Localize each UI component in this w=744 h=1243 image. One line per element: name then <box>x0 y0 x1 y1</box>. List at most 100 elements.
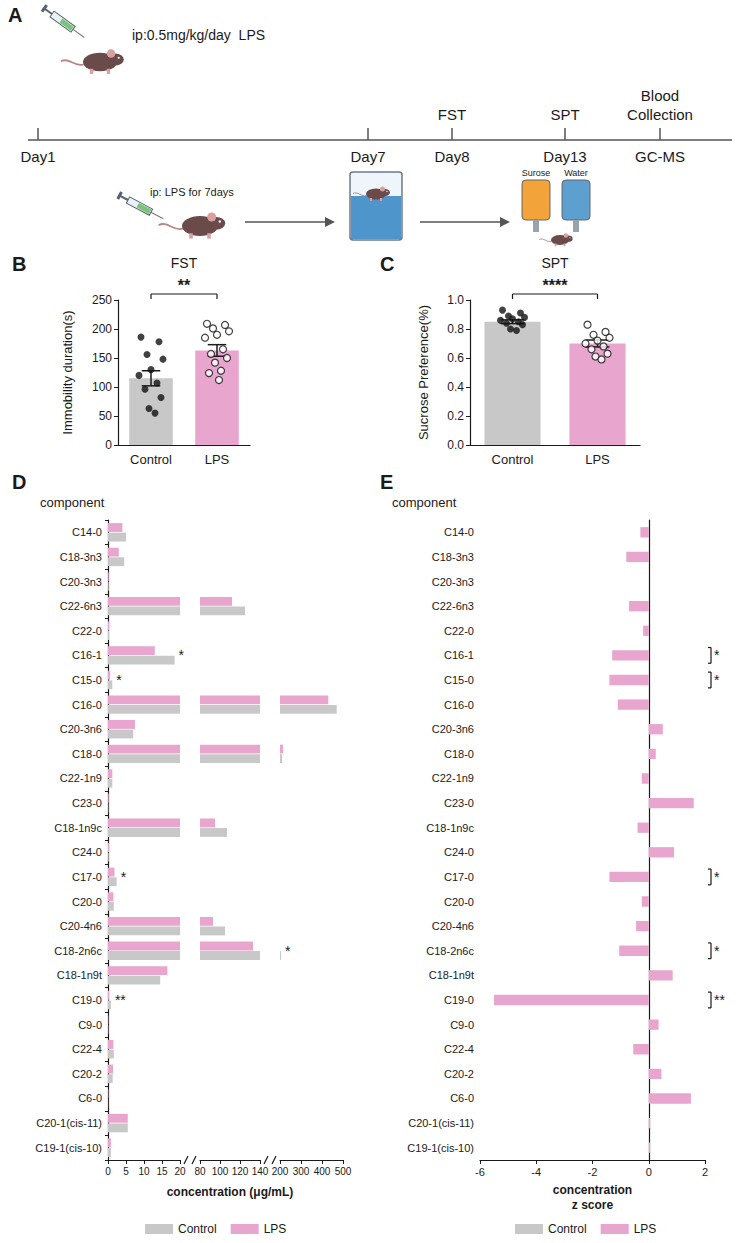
svg-text:z score: z score <box>572 1198 614 1212</box>
svg-text:80: 80 <box>194 1166 206 1177</box>
svg-text:C19-1(cis-10): C19-1(cis-10) <box>35 1142 102 1154</box>
svg-text:Control: Control <box>130 452 172 467</box>
svg-text:300: 300 <box>293 1166 310 1177</box>
svg-text:C20-3n6: C20-3n6 <box>432 723 474 735</box>
svg-text:5: 5 <box>123 1166 129 1177</box>
svg-text:SPT: SPT <box>541 255 569 271</box>
svg-text:2: 2 <box>702 1166 708 1178</box>
svg-text:*: * <box>714 943 720 959</box>
svg-text:C14-0: C14-0 <box>444 526 474 538</box>
svg-text:Blood: Blood <box>641 87 679 104</box>
svg-text:500: 500 <box>335 1166 352 1177</box>
svg-text:concentration (μg/mL): concentration (μg/mL) <box>167 1185 294 1199</box>
svg-text:C22-4: C22-4 <box>72 1043 102 1055</box>
svg-text:C15-0: C15-0 <box>72 674 102 686</box>
svg-text:200: 200 <box>272 1166 289 1177</box>
svg-text:C16-1: C16-1 <box>72 649 102 661</box>
svg-text:C18-0: C18-0 <box>444 748 474 760</box>
svg-text:C24-0: C24-0 <box>444 846 474 858</box>
svg-text:Control: Control <box>492 452 534 467</box>
svg-text:Day1: Day1 <box>20 148 55 165</box>
svg-text:C20-1(cis-11): C20-1(cis-11) <box>408 1117 474 1129</box>
svg-text:0.8: 0.8 <box>447 322 464 336</box>
svg-text:C18-1n9t: C18-1n9t <box>57 969 102 981</box>
svg-text:Day7: Day7 <box>350 148 385 165</box>
svg-text:component: component <box>40 495 105 510</box>
svg-text:C22-1n9: C22-1n9 <box>60 772 102 784</box>
svg-text:Day13: Day13 <box>543 148 586 165</box>
svg-text:C14-0: C14-0 <box>72 526 102 538</box>
svg-text:C20-0: C20-0 <box>72 896 102 908</box>
svg-text:Immobility duration(s): Immobility duration(s) <box>60 310 75 434</box>
svg-text:C22-0: C22-0 <box>444 625 474 637</box>
svg-text:C9-0: C9-0 <box>450 1019 474 1031</box>
svg-text:120: 120 <box>232 1166 249 1177</box>
svg-text:*: * <box>714 869 720 885</box>
svg-text:GC-MS: GC-MS <box>635 148 685 165</box>
svg-text:*: * <box>714 647 720 663</box>
svg-text:C6-0: C6-0 <box>78 1092 102 1104</box>
svg-text:FST: FST <box>171 255 198 271</box>
svg-text:Day8: Day8 <box>434 148 469 165</box>
svg-text:LPS: LPS <box>205 452 230 467</box>
svg-text:C22-4: C22-4 <box>444 1043 474 1055</box>
svg-text:C18-2n6c: C18-2n6c <box>426 945 474 957</box>
svg-text:concentration: concentration <box>553 1183 632 1197</box>
svg-text:C20-2: C20-2 <box>444 1068 474 1080</box>
svg-text:C20-3n3: C20-3n3 <box>60 576 102 588</box>
svg-text:0.2: 0.2 <box>447 409 464 423</box>
svg-text:**: ** <box>178 277 191 294</box>
svg-text:C18-2n6c: C18-2n6c <box>54 945 102 957</box>
svg-text:C19-0: C19-0 <box>444 994 474 1006</box>
svg-text:-2: -2 <box>588 1166 598 1178</box>
svg-text:C16-0: C16-0 <box>72 699 102 711</box>
svg-text:C23-0: C23-0 <box>444 797 474 809</box>
svg-text:****: **** <box>543 277 569 294</box>
svg-text:C: C <box>380 253 394 275</box>
svg-text:ip: LPS for 7days: ip: LPS for 7days <box>150 186 234 198</box>
svg-text:C23-0: C23-0 <box>72 797 102 809</box>
svg-text:C20-4n6: C20-4n6 <box>60 920 102 932</box>
svg-text:C18-1n9c: C18-1n9c <box>54 822 102 834</box>
svg-text:E: E <box>380 471 393 493</box>
svg-text:C20-2: C20-2 <box>72 1068 102 1080</box>
svg-text:100: 100 <box>92 380 112 394</box>
svg-text:*: * <box>714 672 720 688</box>
svg-text:C18-1n9t: C18-1n9t <box>429 969 474 981</box>
svg-text:LPS: LPS <box>585 452 610 467</box>
svg-text:0: 0 <box>646 1166 652 1178</box>
svg-text:SPT: SPT <box>550 106 579 123</box>
svg-text:200: 200 <box>92 322 112 336</box>
svg-text:10: 10 <box>138 1166 150 1177</box>
svg-text:0.6: 0.6 <box>447 351 464 365</box>
svg-text:component: component <box>392 495 457 510</box>
svg-text:LPS: LPS <box>264 1222 287 1236</box>
svg-text:D: D <box>12 471 26 493</box>
svg-text:-4: -4 <box>531 1166 541 1178</box>
svg-text:1.0: 1.0 <box>447 293 464 307</box>
svg-text:*: * <box>179 647 185 663</box>
svg-text:C15-0: C15-0 <box>444 674 474 686</box>
svg-text:Sucrose Preference(%): Sucrose Preference(%) <box>416 305 431 440</box>
svg-text:C16-1: C16-1 <box>444 649 474 661</box>
svg-text:C18-3n3: C18-3n3 <box>432 551 474 563</box>
svg-text:C16-0: C16-0 <box>444 699 474 711</box>
svg-text:C24-0: C24-0 <box>72 846 102 858</box>
svg-text:FST: FST <box>438 106 466 123</box>
svg-text:**: ** <box>115 992 126 1008</box>
svg-text:C20-3n6: C20-3n6 <box>60 723 102 735</box>
svg-text:0.4: 0.4 <box>447 380 464 394</box>
svg-text:100: 100 <box>212 1166 229 1177</box>
svg-text:Control: Control <box>548 1222 587 1236</box>
svg-text:C22-6n3: C22-6n3 <box>60 600 102 612</box>
svg-text:C17-0: C17-0 <box>72 871 102 883</box>
svg-text:C17-0: C17-0 <box>444 871 474 883</box>
svg-text:50: 50 <box>99 409 113 423</box>
svg-text:C19-1(cis-10): C19-1(cis-10) <box>407 1142 474 1154</box>
svg-text:B: B <box>12 253 26 275</box>
svg-text:C22-0: C22-0 <box>72 625 102 637</box>
svg-text:C20-0: C20-0 <box>444 896 474 908</box>
svg-text:C20-4n6: C20-4n6 <box>432 920 474 932</box>
svg-text:Control: Control <box>178 1222 217 1236</box>
svg-text:C18-3n3: C18-3n3 <box>60 551 102 563</box>
